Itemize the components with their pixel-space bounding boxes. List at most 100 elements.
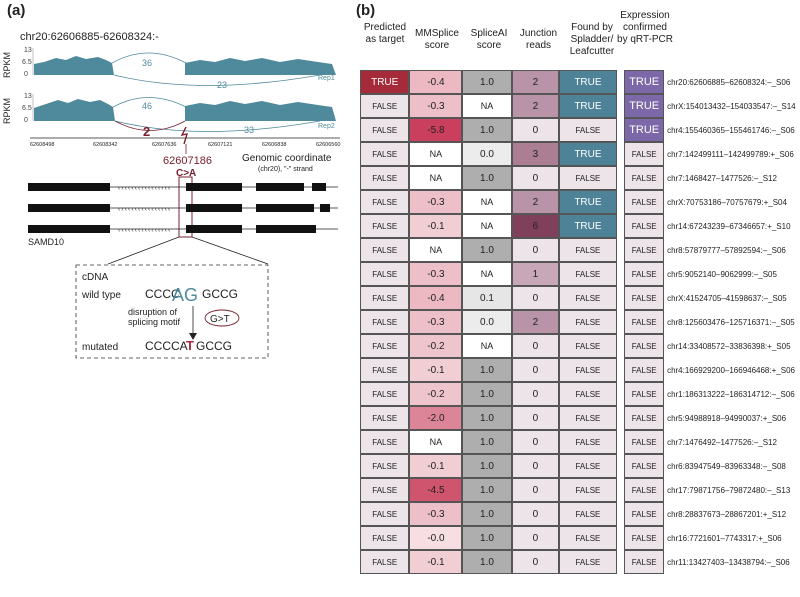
gene-name: SAMD10 [28,237,64,247]
cell-junction: 0 [511,358,560,382]
row-label: chr20:62606885–62608324:–_S06 [667,77,791,87]
track1-ylabel: RPKM [2,52,12,78]
cell-found: FALSE [559,550,617,574]
row-label: chr1:186313222–186314712:–_S06 [667,389,795,399]
cell-expression: FALSE [624,430,665,454]
cell-expression: FALSE [624,142,665,166]
svg-text:‹‹‹‹‹‹‹‹‹‹‹‹‹‹‹‹: ‹‹‹‹‹‹‹‹‹‹‹‹‹‹‹‹ [118,227,171,234]
cell-mmsplice: -0.1 [409,214,463,238]
cell-junction: 0 [511,382,560,406]
cell-expression: FALSE [624,454,665,478]
track1-tick-mid: 6.5 [22,59,32,66]
table-row: FALSE -0.1 1.0 0 FALSE FALSE chr4:166929200–16… [360,358,800,382]
cell-expression: FALSE [624,214,665,238]
cell-expression: TRUE [624,70,665,94]
cell-spliceai: 1.0 [462,166,512,190]
gap [617,214,625,238]
mut-base: T [186,338,194,353]
row-label: chr8:57879777–57892594:–_S06 [667,245,786,255]
cell-predicted: FALSE [360,190,410,214]
track1-tick-zero: 0 [24,71,28,78]
row-label: chr14:33408572–33836398:+_S05 [667,341,791,351]
row-label: chrX:154013432–154033547:–_S14 [667,101,796,111]
cell-spliceai: 0.0 [462,310,512,334]
wt-seq-left: CCCC [145,287,180,301]
cell-expression: FALSE [624,238,665,262]
results-table: TRUE -0.4 1.0 2 TRUE TRUE chr20:62606885–62608… [360,70,800,574]
row-label: chr14:67243239–67346657:+_S10 [667,221,791,231]
track2-bottom-count: 33 [244,125,254,135]
cell-predicted: FALSE [360,214,410,238]
cell-expression: FALSE [624,550,665,574]
panel-b-label: (b) [356,2,376,19]
cell-expression: FALSE [624,478,665,502]
cell-predicted: FALSE [360,286,410,310]
cell-found: FALSE [559,358,617,382]
table-row: FALSE -0.3 NA 2 TRUE TRUE chrX:154013432–15403… [360,94,800,118]
cell-spliceai: 1.0 [462,526,512,550]
badge-ellipse [204,309,240,327]
table-row: TRUE -0.4 1.0 2 TRUE TRUE chr20:62606885–62608… [360,70,800,94]
cell-junction: 2 [511,94,560,118]
table-row: FALSE -0.3 NA 1 FALSE FALSE chr5:9052140–90629… [360,262,800,286]
cell-junction: 0 [511,502,560,526]
mutation-change: C>A [176,168,196,179]
cell-found: FALSE [559,406,617,430]
cell-expression: FALSE [624,190,665,214]
cell-spliceai: 1.0 [462,478,512,502]
table-row: FALSE NA 1.0 0 FALSE FALSE chr7:1476492–147752… [360,430,800,454]
gap [617,334,625,358]
cell-spliceai: 1.0 [462,238,512,262]
table-row: FALSE -0.1 1.0 0 FALSE FALSE chr11:13427403–13… [360,550,800,574]
track1-arc-bottom [113,74,321,86]
row-label: chr4:155460365–155461746:–_S06 [667,125,795,135]
cell-predicted: FALSE [360,94,410,118]
row-label: chr17:79871756–79872480:–_S13 [667,485,791,495]
cell-mmsplice: -0.3 [409,94,463,118]
cell-expression: FALSE [624,526,665,550]
coverage-track-rep1: RPKM 13 6.5 0 36 23 Rep1 [2,47,336,90]
cell-spliceai: 1.0 [462,118,512,142]
table-row: FALSE -0.4 0.1 0 FALSE FALSE chrX:41524705–415… [360,286,800,310]
mutation-lightning-icon [180,126,189,145]
cell-expression: TRUE [624,94,665,118]
cell-junction: 2 [511,190,560,214]
cell-spliceai: NA [462,214,512,238]
track1-name: Rep1 [318,75,335,82]
track2-name: Rep2 [318,123,335,130]
cell-mmsplice: -0.2 [409,382,463,406]
cell-predicted: FALSE [360,238,410,262]
header-junction: Junction reads [519,28,558,51]
cell-predicted: FALSE [360,430,410,454]
table-row: FALSE -0.3 1.0 0 FALSE FALSE chr8:28837673–288… [360,502,800,526]
track2-tick-top: 13 [24,93,32,100]
cell-mmsplice: -2.0 [409,406,463,430]
cell-expression: FALSE [624,310,665,334]
cell-found: FALSE [559,502,617,526]
cell-mmsplice: -0.2 [409,334,463,358]
track1-coverage-exon1 [34,56,114,75]
cell-mmsplice: -0.4 [409,286,463,310]
track2-coverage-exon1 [34,99,115,121]
table-row: FALSE -0.1 1.0 0 FALSE FALSE chr6:83947549–839… [360,454,800,478]
table-row: FALSE -0.1 NA 6 TRUE FALSE chr14:67243239–6734… [360,214,800,238]
cell-predicted: FALSE [360,310,410,334]
gap [617,190,625,214]
transcript-1: ‹‹‹‹‹‹‹‹‹‹‹‹‹‹‹‹ [28,183,338,192]
table-row: FALSE NA 1.0 0 FALSE FALSE chr7:1468427–147752… [360,166,800,190]
cell-junction: 1 [511,262,560,286]
gap [617,286,625,310]
transcript-2: ‹‹‹‹‹‹‹‹‹‹‹‹‹‹‹‹ [28,204,338,213]
cell-spliceai: 1.0 [462,454,512,478]
table-row: FALSE -2.0 1.0 0 FALSE FALSE chr5:94988918–949… [360,406,800,430]
track2-arc-top [112,97,187,108]
cell-spliceai: 1.0 [462,430,512,454]
cell-expression: FALSE [624,358,665,382]
cell-spliceai: NA [462,262,512,286]
wt-seq-right: GCCG [202,287,238,301]
cell-found: FALSE [559,286,617,310]
cell-predicted: FALSE [360,166,410,190]
row-label: chr7:142499111–142499789:+_S06 [667,149,794,159]
cell-found: TRUE [559,142,617,166]
header-spliceai: SpliceAI score [470,28,508,51]
